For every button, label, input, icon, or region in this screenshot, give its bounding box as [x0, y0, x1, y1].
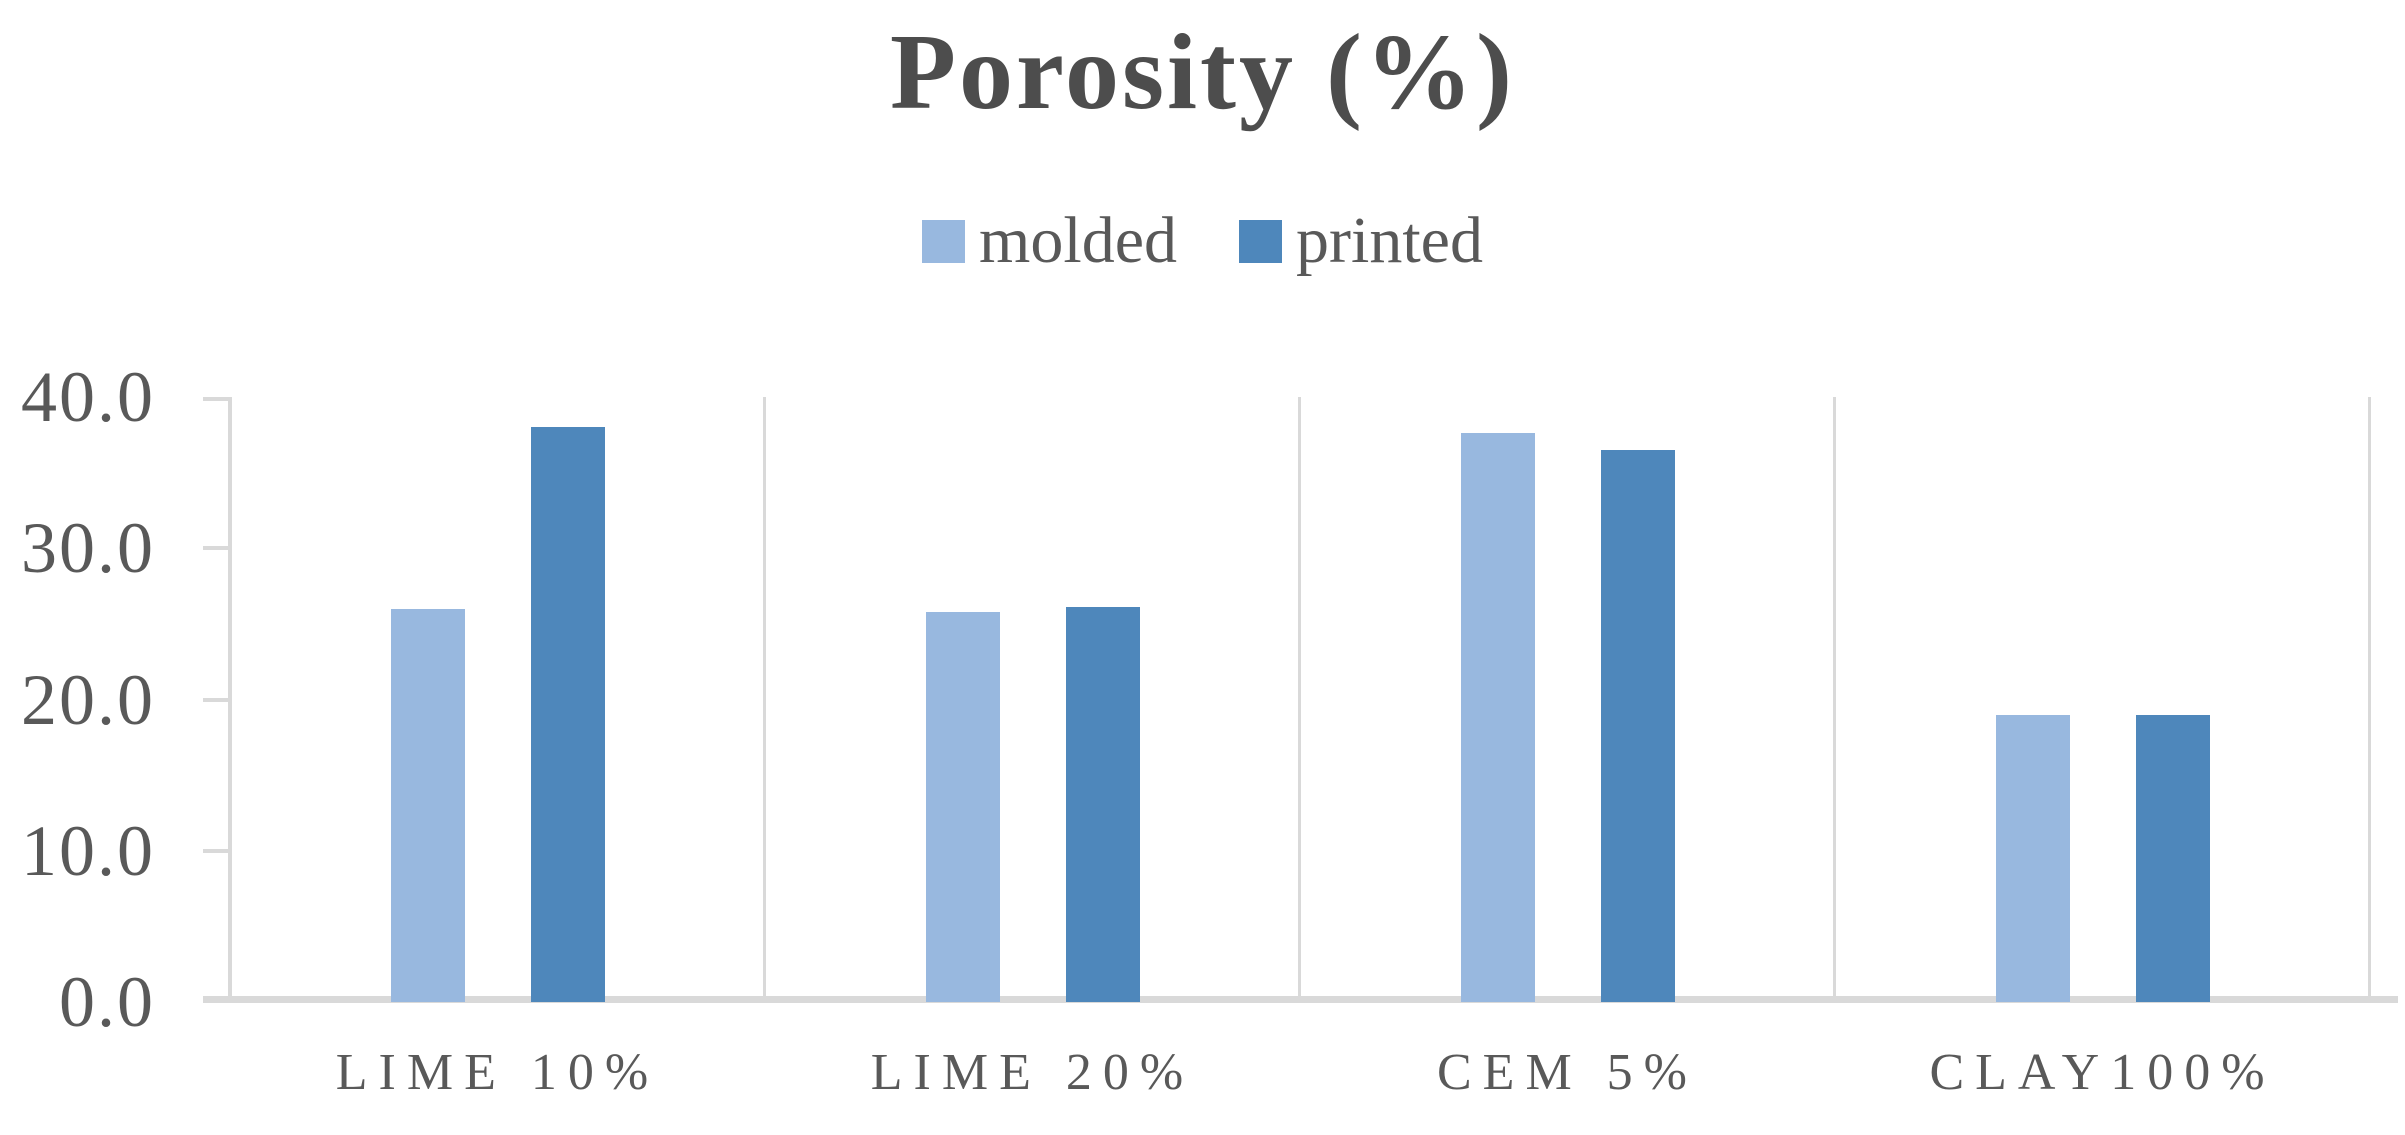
legend: molded printed — [0, 208, 2405, 274]
y-axis-tick — [203, 397, 230, 401]
bar-molded — [1460, 433, 1535, 1002]
bar-molded — [925, 611, 1000, 1002]
bar-printed — [2135, 714, 2210, 1002]
x-axis-category-label: CLAY100% — [1929, 1044, 2276, 1101]
y-axis-tick-label: 40.0 — [21, 357, 155, 437]
x-axis-category-label: LIME 20% — [870, 1044, 1195, 1101]
bar-printed — [1065, 607, 1140, 1002]
legend-swatch-molded — [922, 219, 966, 263]
y-axis-tick — [203, 697, 230, 702]
chart-title: Porosity (%) — [890, 13, 1515, 132]
legend-label-printed: printed — [1296, 204, 1483, 277]
panel-separator — [1833, 397, 1836, 1002]
panel-separator — [763, 397, 766, 1002]
y-axis-tick-label: 20.0 — [21, 659, 155, 740]
bar-printed — [530, 427, 605, 1002]
legend-label-molded: molded — [979, 204, 1177, 277]
panel-separator — [1298, 397, 1301, 1002]
panel-separator — [2368, 397, 2371, 1002]
y-axis-line — [228, 397, 232, 1002]
legend-item-molded: molded — [922, 208, 1177, 274]
bar-molded — [390, 608, 465, 1002]
y-axis-tick-label: 0.0 — [59, 962, 155, 1042]
y-axis-tick-label: 30.0 — [21, 508, 155, 589]
y-axis-tick-label: 10.0 — [21, 810, 155, 891]
y-axis-tick — [203, 848, 230, 853]
legend-swatch-printed — [1239, 219, 1282, 263]
bar-printed — [1600, 449, 1675, 1002]
bar-molded — [1995, 714, 2070, 1002]
y-axis-tick — [203, 546, 230, 551]
x-axis-category-label: LIME 10% — [335, 1044, 660, 1101]
legend-item-printed: printed — [1239, 208, 1483, 274]
x-axis-category-label: CEM 5% — [1437, 1044, 1698, 1101]
plot-area — [203, 397, 2398, 1003]
